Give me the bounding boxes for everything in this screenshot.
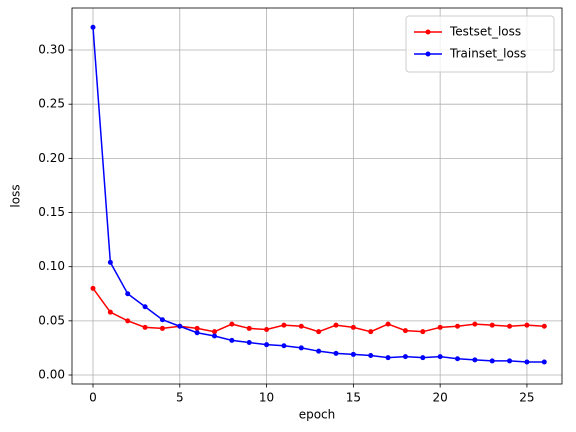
data-point [437, 324, 443, 330]
data-point [142, 304, 148, 310]
y-axis-label: loss [9, 184, 23, 207]
legend-label: Testset_loss [449, 25, 521, 39]
data-point [385, 321, 391, 327]
data-point [385, 355, 391, 361]
x-tick-label: 20 [433, 391, 448, 405]
data-point [177, 323, 183, 329]
data-point [524, 322, 530, 328]
y-tick-label: 0.15 [38, 205, 65, 219]
data-point [472, 321, 478, 327]
data-point [524, 359, 530, 365]
data-point [402, 328, 408, 334]
legend-box [405, 15, 555, 73]
data-point [281, 322, 287, 328]
data-point [264, 327, 270, 333]
data-point [507, 323, 513, 329]
data-point [541, 359, 547, 365]
data-point [229, 337, 235, 343]
data-point [246, 325, 252, 331]
data-point [489, 322, 495, 328]
data-point [212, 333, 218, 339]
data-point [90, 24, 96, 30]
data-point [229, 321, 235, 327]
axes-frame [71, 7, 563, 385]
data-point [281, 343, 287, 349]
data-point [507, 358, 513, 364]
plot [90, 24, 547, 365]
y-tick-label: 0.00 [38, 368, 65, 382]
x-tick-label: 5 [176, 391, 184, 405]
y-tick-label: 0.20 [38, 151, 65, 165]
data-point [455, 356, 461, 362]
y-tick-label: 0.30 [38, 43, 65, 57]
data-point [298, 323, 304, 329]
x-axis-label: epoch [299, 408, 336, 422]
data-point [159, 317, 165, 323]
data-point [350, 324, 356, 330]
data-point [125, 318, 131, 324]
data-point [420, 355, 426, 361]
data-point [107, 309, 113, 315]
legend-marker [425, 29, 431, 35]
legend-label: Trainset_loss [449, 47, 526, 61]
data-point [541, 323, 547, 329]
x-tick-label: 25 [519, 391, 534, 405]
legend-marker [425, 51, 431, 57]
series-line [92, 27, 545, 363]
data-point [159, 325, 165, 331]
data-point [333, 322, 339, 328]
data-point [489, 358, 495, 364]
data-point [333, 350, 339, 356]
data-point [316, 348, 322, 354]
data-point [455, 323, 461, 329]
data-point [107, 259, 113, 265]
x-tick-label: 10 [259, 391, 274, 405]
data-point [264, 342, 270, 348]
data-point [194, 330, 200, 336]
data-point [350, 351, 356, 357]
data-point [368, 353, 374, 359]
data-point [437, 354, 443, 360]
data-point [142, 324, 148, 330]
data-point [420, 329, 426, 335]
data-point [246, 340, 252, 346]
y-tick-label: 0.10 [38, 259, 65, 273]
data-point [402, 354, 408, 360]
data-point [298, 345, 304, 351]
data-point [194, 325, 200, 331]
data-point [368, 329, 374, 335]
x-tick-label: 15 [346, 391, 361, 405]
y-tick-label: 0.25 [38, 97, 65, 111]
x-tick-label: 0 [89, 391, 97, 405]
data-point [212, 329, 218, 335]
data-point [125, 291, 131, 297]
y-tick-label: 0.05 [38, 313, 65, 327]
data-point [316, 329, 322, 335]
data-point [90, 285, 96, 291]
data-point [472, 357, 478, 363]
